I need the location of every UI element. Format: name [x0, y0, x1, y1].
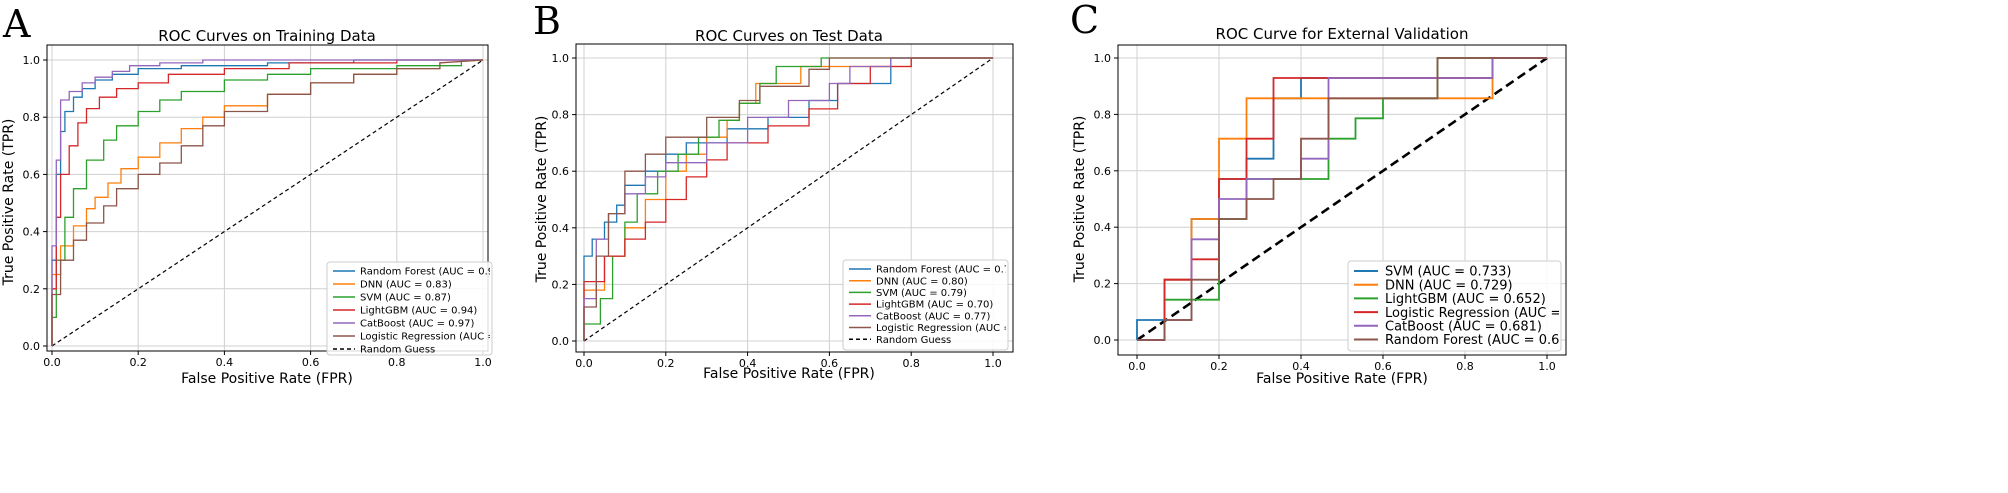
legend-label: LightGBM (AUC = 0.70): [876, 300, 993, 311]
chart-title: ROC Curve for External Validation: [1216, 25, 1469, 43]
random-guess-line: [51, 59, 484, 347]
panel-letter: A: [2, 2, 31, 46]
x-axis-label: False Positive Rate (FPR): [703, 366, 875, 382]
legend-label: Logistic Regression (AUC = 0.752): [1385, 306, 1608, 321]
x-tick-label: 1.0: [474, 356, 492, 369]
legend-entries: SVM (AUC = 0.733)DNN (AUC = 0.729)LightG…: [1354, 265, 1608, 348]
y-tick-label: 0.2: [1094, 278, 1112, 291]
y-tick-label: 1.0: [23, 54, 41, 67]
x-tick-label: 0.4: [1292, 360, 1310, 373]
chart-title: ROC Curves on Training Data: [158, 27, 376, 45]
legend-label: Random Forest (AUC = 0.79): [876, 265, 1020, 276]
x-tick-label: 0.6: [1374, 360, 1392, 373]
x-tick-label: 0.6: [821, 357, 839, 370]
legend-box: [326, 261, 493, 356]
y-tick-label: 1.0: [1094, 52, 1112, 65]
plot-frame: [46, 44, 489, 352]
random-guess-line: [1136, 56, 1548, 342]
legend-entries: Random Forest (AUC = 0.79)DNN (AUC = 0.8…: [849, 265, 1041, 346]
random-guess-line: [583, 57, 994, 342]
series-line-5: [583, 57, 993, 341]
chart-title: ROC Curves on Test Data: [695, 27, 883, 45]
legend-box: [842, 259, 1009, 351]
y-tick-label: 0.6: [552, 165, 570, 178]
legend-label: SVM (AUC = 0.79): [876, 288, 967, 299]
y-tick-label: 0.8: [1094, 108, 1112, 121]
series-line-5: [1137, 57, 1547, 341]
x-tick-label: 0.2: [129, 356, 147, 369]
chart-panel-a: A 0.0 0.2 0.4 0.6 0.8 1.0 0.0 0.2 0.4 0.6 0.8 1.0 ROC…: [1, 2, 525, 387]
y-tick-label: 0.8: [552, 109, 570, 122]
x-tick-label: 1.0: [1538, 360, 1556, 373]
legend: Random Forest (AUC = 0.79)DNN (AUC = 0.8…: [842, 259, 1041, 351]
grid: [47, 45, 488, 351]
legend-label: LightGBM (AUC = 0.94): [360, 306, 477, 317]
x-tick-label: 0.8: [388, 356, 406, 369]
legend-label: Random Guess: [876, 335, 951, 346]
x-tick-label: 0.4: [739, 357, 757, 370]
legend-label: Random Guess: [360, 345, 435, 356]
y-tick-label: 0.0: [1094, 334, 1112, 347]
legend-box: [1347, 260, 1562, 352]
x-tick-label: 0.2: [657, 357, 675, 370]
x-tick-label: 0.4: [216, 356, 234, 369]
legend-label: LightGBM (AUC = 0.652): [1385, 292, 1546, 307]
panel-letter: B: [533, 0, 561, 43]
y-tick-label: 0.0: [552, 335, 570, 348]
y-tick-label: 0.6: [23, 168, 41, 181]
x-tick-label: 1.0: [984, 357, 1002, 370]
legend-label: DNN (AUC = 0.83): [360, 280, 452, 291]
plot-frame: [1117, 44, 1567, 356]
x-axis-label: False Positive Rate (FPR): [181, 371, 353, 387]
y-tick-label: 0.4: [1094, 221, 1112, 234]
series-line-3: [51, 59, 483, 346]
y-tick-label: 0.0: [23, 340, 41, 353]
plot-frame: [575, 43, 1014, 353]
legend-label: SVM (AUC = 0.87): [360, 293, 451, 304]
legend-label: CatBoost (AUC = 0.77): [876, 311, 990, 322]
legend: Random Forest (AUC = 0.97) DNN (AUC = 0.8…: [326, 261, 525, 356]
legend-label: CatBoost (AUC = 0.97): [360, 319, 474, 330]
y-tick-label: 0.8: [23, 111, 41, 124]
y-axis-label: True Positive Rate (TPR): [1072, 116, 1088, 284]
x-tick-label: 0.8: [1456, 360, 1474, 373]
legend: SVM (AUC = 0.733)DNN (AUC = 0.729)LightG…: [1347, 260, 1608, 352]
x-axis-label: False Positive Rate (FPR): [1256, 371, 1428, 387]
y-axis-label: True Positive Rate (TPR): [534, 116, 550, 284]
y-tick-label: 0.2: [23, 283, 41, 296]
series-line-5: [51, 59, 484, 346]
legend-label: Logistic Regression (AUC = 0.83): [876, 323, 1041, 334]
series-line-4: [51, 59, 483, 346]
y-tick-label: 0.6: [1094, 165, 1112, 178]
legend-label: DNN (AUC = 0.80): [876, 276, 968, 287]
x-tick-label: 0.0: [43, 356, 61, 369]
legend-label: CatBoost (AUC = 0.681): [1385, 319, 1542, 334]
legend-entries: Random Forest (AUC = 0.97) DNN (AUC = 0.8…: [333, 267, 525, 356]
legend-label: Random Forest (AUC = 0.97): [360, 267, 504, 278]
y-tick-label: 1.0: [552, 52, 570, 65]
y-tick-label: 0.2: [552, 278, 570, 291]
y-tick-label: 0.4: [23, 226, 41, 239]
legend-label: DNN (AUC = 0.729): [1385, 278, 1513, 293]
series-line-2: [51, 59, 483, 346]
x-tick-label: 0.8: [902, 357, 920, 370]
chart-panel-c: C 0.0 0.2 0.4 0.6 0.8 1.0 0.0 0.2 0.4 0.6 0.8 1.0 ROC…: [1070, 0, 1608, 387]
legend-label: SVM (AUC = 0.733): [1385, 265, 1512, 280]
legend-label: Random Forest (AUC = 0.662): [1385, 333, 1581, 348]
x-tick-label: 0.2: [1210, 360, 1228, 373]
y-tick-label: 0.4: [552, 222, 570, 235]
y-axis-label: True Positive Rate (TPR): [1, 119, 17, 287]
legend-label: Logistic Regression (AUC = 0.79): [360, 332, 525, 343]
series-line-2: [583, 57, 993, 341]
panel-letter: C: [1070, 0, 1099, 42]
x-tick-label: 0.0: [1128, 360, 1146, 373]
chart-panel-b: B 0.0 0.2 0.4 0.6 0.8 1.0 0.0 0.2 0.4 0.6 0.8 1.0 ROC…: [533, 0, 1041, 382]
x-tick-label: 0.0: [575, 357, 593, 370]
x-tick-label: 0.6: [302, 356, 320, 369]
